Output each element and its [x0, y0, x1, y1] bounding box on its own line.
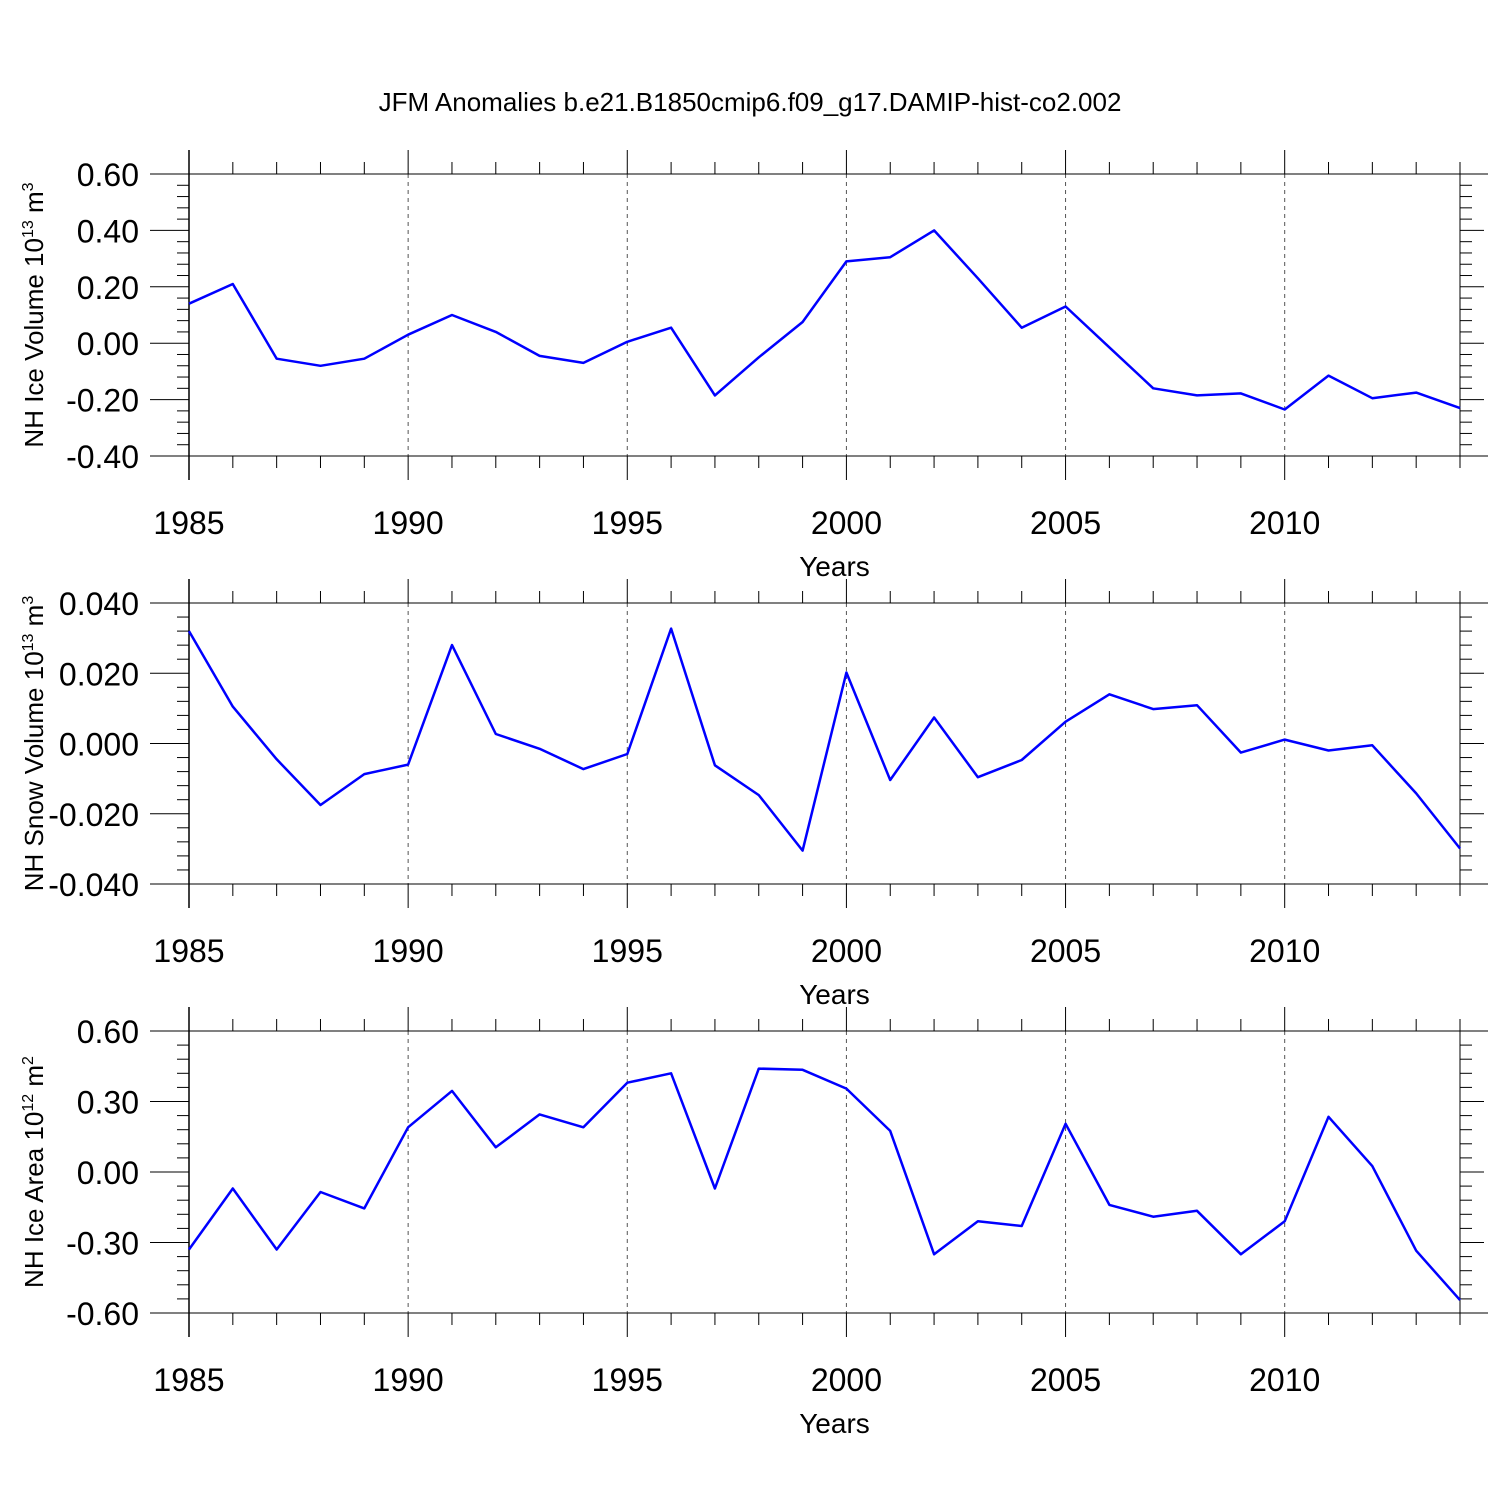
- y-tick-label: 0.60: [77, 1014, 139, 1050]
- x-tick-label: 1985: [153, 1362, 224, 1398]
- y-tick-label: 0.00: [77, 326, 139, 362]
- x-tick-label: 2005: [1030, 1362, 1101, 1398]
- y-tick-label: 0.00: [77, 1155, 139, 1191]
- y-axis-label-text: m: [19, 605, 49, 634]
- series-line: [187, 627, 1461, 852]
- x-tick-label: 2010: [1249, 1362, 1320, 1398]
- y-tick-label: -0.20: [66, 383, 139, 419]
- x-axis-label: Years: [799, 1408, 870, 1439]
- y-tick-label: -0.020: [48, 797, 139, 833]
- y-tick-label: 0.60: [77, 157, 139, 193]
- y-axis-label-superscript: 2: [20, 1056, 37, 1065]
- y-axis-label-text: NH Ice Volume 10: [19, 238, 49, 448]
- y-axis-label-superscript: 13: [20, 633, 37, 651]
- x-tick-label: 1995: [592, 505, 663, 541]
- y-axis-label-text: m: [19, 1065, 49, 1094]
- panel-2: 1985 1990 1995 2000 2005 2010 -0.040 -0.020 0.00…: [19, 579, 1488, 1010]
- y-axis-label: NH Ice Area 1012 m2: [19, 1056, 49, 1288]
- y-axis-label: NH Ice Volume 1013 m3: [19, 182, 49, 447]
- x-tick-label: 1990: [373, 933, 444, 969]
- x-tick-label: 1995: [592, 1362, 663, 1398]
- x-tick-label: 2000: [811, 505, 882, 541]
- y-axis-label-superscript: 3: [20, 182, 37, 191]
- y-tick-label: 0.040: [59, 586, 139, 622]
- x-tick-label: 2005: [1030, 933, 1101, 969]
- y-axis-label-superscript: 13: [20, 220, 37, 238]
- series-line: [188, 229, 1461, 411]
- x-tick-label: 2005: [1030, 505, 1101, 541]
- series-line: [187, 1067, 1461, 1301]
- chart-title: JFM Anomalies b.e21.B1850cmip6.f09_g17.D…: [379, 87, 1122, 117]
- y-tick-label: -0.60: [66, 1296, 139, 1332]
- y-tick-label: 0.000: [59, 727, 139, 763]
- x-tick-label: 2010: [1249, 933, 1320, 969]
- x-tick-label: 1990: [373, 505, 444, 541]
- y-tick-label: 0.020: [59, 656, 139, 692]
- y-tick-label: -0.30: [66, 1226, 139, 1262]
- y-axis-label-text: m: [19, 191, 49, 220]
- x-tick-label: 1985: [153, 933, 224, 969]
- panel-1: 1985 1990 1995 2000 2005 2010 -0.40 -0.20 0.00 0.…: [19, 150, 1488, 582]
- x-tick-label: 2000: [811, 1362, 882, 1398]
- x-tick-label: 2000: [811, 933, 882, 969]
- x-axis-label: Years: [799, 979, 870, 1010]
- x-tick-label: 2010: [1249, 505, 1320, 541]
- y-tick-label: -0.40: [66, 439, 139, 475]
- y-tick-label: 0.40: [77, 213, 139, 249]
- x-tick-label: 1990: [373, 1362, 444, 1398]
- y-tick-label: 0.30: [77, 1085, 139, 1121]
- y-axis-label: NH Snow Volume 1013 m3: [19, 596, 49, 892]
- x-tick-label: 1985: [153, 505, 224, 541]
- panels-group: 1985 1990 1995 2000 2005 2010 -0.40 -0.20 0.00 0.…: [19, 150, 1488, 1439]
- x-axis-label: Years: [799, 551, 870, 582]
- y-tick-label: -0.040: [48, 867, 139, 903]
- y-tick-label: 0.20: [77, 270, 139, 306]
- y-axis-label-text: NH Snow Volume 10: [19, 651, 49, 891]
- y-axis-label-superscript: 3: [20, 596, 37, 605]
- y-axis-label-text: NH Ice Area 10: [19, 1112, 49, 1288]
- y-axis-label-superscript: 12: [20, 1094, 37, 1112]
- x-tick-label: 1995: [592, 933, 663, 969]
- panel-3: 1985 1990 1995 2000 2005 2010 -0.60 -0.30 0.00 0.…: [19, 1007, 1488, 1439]
